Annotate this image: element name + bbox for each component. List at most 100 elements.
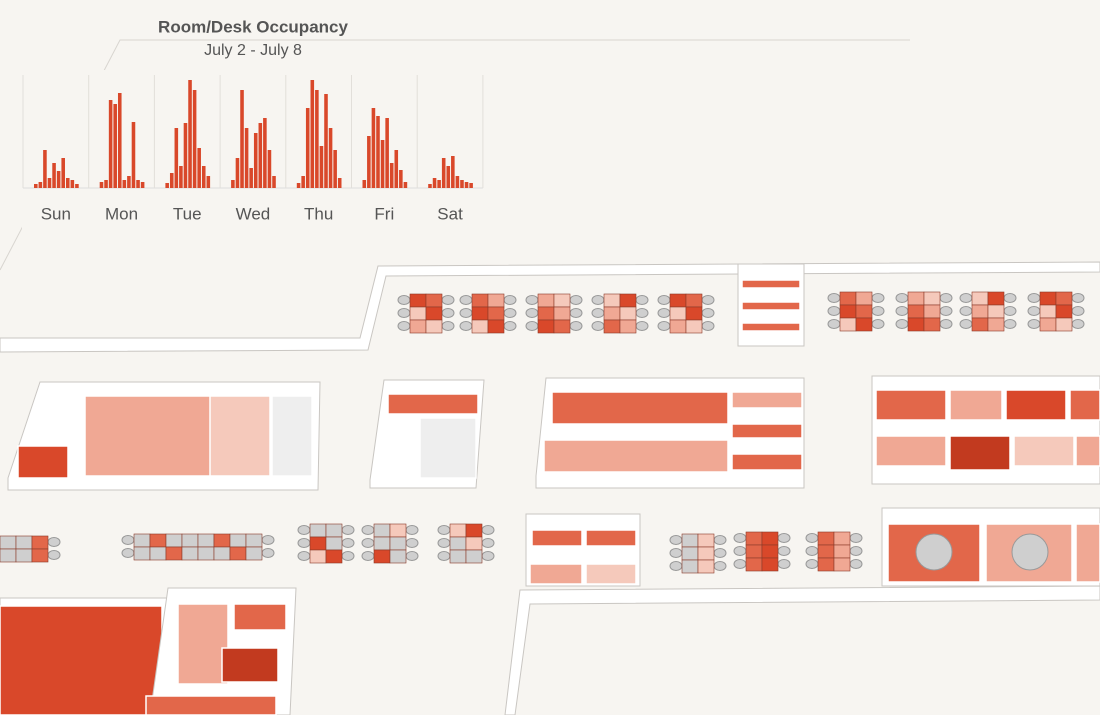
desk <box>465 536 483 551</box>
bar <box>183 123 188 188</box>
chair <box>939 293 953 303</box>
desk <box>855 304 873 319</box>
bar <box>258 123 263 188</box>
room <box>1069 389 1100 421</box>
desk <box>553 306 571 321</box>
desk <box>165 546 183 561</box>
desk <box>149 546 167 561</box>
desk <box>213 546 231 561</box>
chair <box>849 533 863 543</box>
day-label: Fri <box>374 204 394 223</box>
room <box>531 529 583 547</box>
bar <box>328 128 333 188</box>
bar <box>389 163 394 188</box>
chair <box>669 561 683 571</box>
chair <box>525 321 539 331</box>
bar <box>385 118 389 188</box>
chair <box>871 306 885 316</box>
room <box>1013 435 1075 467</box>
chair <box>481 551 495 561</box>
bar <box>437 180 441 188</box>
desk <box>31 548 49 563</box>
table <box>1011 533 1049 571</box>
chair <box>827 293 841 303</box>
bar <box>267 150 272 188</box>
bar <box>464 182 469 188</box>
desk <box>165 533 183 548</box>
room <box>585 563 637 585</box>
bar <box>244 128 249 188</box>
chair <box>361 538 375 548</box>
desk <box>603 293 621 308</box>
day-label: Wed <box>236 204 271 223</box>
day-label: Sun <box>41 204 71 223</box>
chair <box>895 293 909 303</box>
chair <box>361 525 375 535</box>
desk <box>685 293 703 308</box>
room <box>949 389 1003 421</box>
chair <box>525 308 539 318</box>
bar <box>310 80 315 188</box>
chair <box>1003 293 1017 303</box>
chair <box>895 319 909 329</box>
chair <box>405 525 419 535</box>
desk <box>309 523 327 538</box>
desk <box>425 306 443 321</box>
chair <box>47 550 61 560</box>
chair <box>959 319 973 329</box>
desk <box>697 546 715 561</box>
desk <box>465 523 483 538</box>
desk <box>373 549 391 564</box>
bar <box>394 150 399 188</box>
desk <box>389 523 407 538</box>
room <box>543 439 729 473</box>
desk <box>325 549 343 564</box>
chair <box>1003 319 1017 329</box>
bar <box>371 108 376 188</box>
room <box>1075 435 1100 467</box>
chair <box>733 559 747 569</box>
chair <box>827 306 841 316</box>
desk <box>971 304 989 319</box>
chair <box>959 306 973 316</box>
chair <box>657 308 671 318</box>
desk <box>229 533 247 548</box>
bar <box>38 182 43 188</box>
chair <box>397 295 411 305</box>
desk <box>745 531 763 546</box>
desk <box>1055 304 1073 319</box>
bar <box>403 182 408 188</box>
chair <box>503 321 517 331</box>
chair <box>405 538 419 548</box>
desk <box>923 304 941 319</box>
chair <box>261 548 275 558</box>
chair <box>713 548 727 558</box>
room <box>551 391 729 425</box>
bar <box>441 158 446 188</box>
bar <box>197 148 201 188</box>
chair <box>871 319 885 329</box>
chair <box>1027 306 1041 316</box>
bar <box>75 184 79 188</box>
desk <box>471 319 489 334</box>
bar <box>61 158 65 188</box>
bar <box>136 180 140 188</box>
bar <box>99 182 104 188</box>
desk <box>31 535 49 550</box>
chair <box>635 295 649 305</box>
desk <box>245 533 263 548</box>
desk <box>833 544 851 559</box>
room <box>84 395 226 477</box>
bar <box>43 150 47 188</box>
desk <box>537 293 555 308</box>
chair <box>635 308 649 318</box>
chair <box>701 295 715 305</box>
chart-panel <box>22 70 484 230</box>
room <box>731 423 803 439</box>
desk <box>761 544 779 559</box>
bar <box>376 116 380 188</box>
chair <box>1003 306 1017 316</box>
desk <box>181 546 199 561</box>
desk <box>817 531 835 546</box>
desk <box>373 536 391 551</box>
